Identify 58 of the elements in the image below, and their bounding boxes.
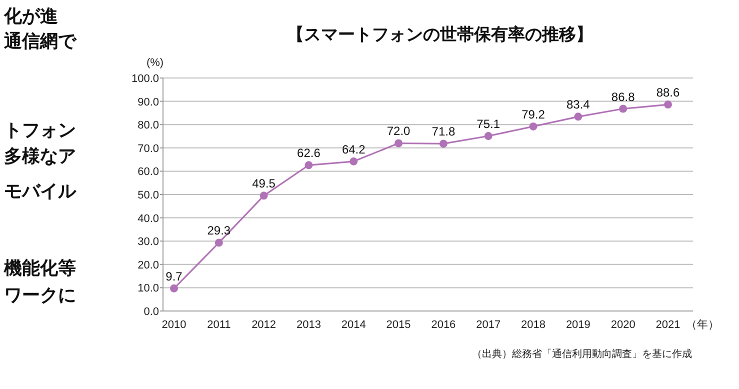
point	[394, 139, 403, 148]
x-tick-label: 2021	[656, 319, 680, 331]
y-axis-title: (%)	[146, 57, 164, 69]
point	[574, 112, 582, 121]
text: 化が進	[3, 6, 58, 26]
text: 多様なア	[4, 146, 76, 166]
x-tick-label: 2020	[610, 319, 636, 331]
text: 通信網で	[3, 31, 77, 51]
point	[664, 100, 672, 109]
text: トフォン	[4, 120, 76, 140]
y-tick-label: 100.0	[131, 73, 159, 85]
data-label: 86.8	[611, 90, 636, 104]
x-tick-label: 2010	[162, 319, 186, 331]
y-tick-label: 30.0	[138, 236, 159, 248]
text: モバイル	[4, 181, 77, 201]
x-tick-label: 2014	[341, 319, 366, 331]
y-tick-label: 40.0	[138, 212, 159, 225]
y-tick-label: 0.0	[144, 306, 159, 318]
point	[170, 284, 178, 292]
point	[350, 157, 358, 166]
data-label: 88.6	[656, 86, 680, 100]
chart-title: 【スマートフォンの世帯保有率の推移】	[287, 25, 593, 44]
point	[484, 132, 492, 140]
data-label: 79.2	[522, 107, 546, 122]
point	[304, 161, 313, 170]
x-axis-title: （年）	[686, 319, 719, 331]
y-tick-label: 60.0	[138, 166, 159, 178]
y-tick-label: 50.0	[138, 190, 159, 202]
text: 機能化等	[3, 258, 76, 278]
point	[619, 104, 628, 113]
point	[260, 192, 268, 200]
x-tick-label: 2016	[431, 319, 456, 331]
x-tick-label: 2018	[521, 319, 546, 331]
x-tick-label: 2017	[476, 319, 501, 331]
x-tick-label: 2012	[252, 319, 276, 331]
data-label: 71.8	[432, 124, 456, 139]
x-tick-label: 2013	[296, 319, 321, 331]
point	[214, 238, 223, 247]
data-label: 75.1	[476, 117, 500, 132]
x-tick-label: 2011	[207, 319, 231, 331]
data-label: 83.4	[566, 98, 590, 112]
data-label: 62.6	[297, 146, 321, 160]
data-label: 64.2	[342, 142, 366, 156]
text: （出典）総務省「通信利用動向調査」を基に作成	[472, 348, 692, 360]
y-tick-label: 10.0	[138, 282, 159, 295]
x-tick-label: 2019	[566, 319, 590, 331]
y-tick-label: 20.0	[138, 259, 159, 272]
x-tick-label: 2015	[386, 319, 411, 331]
data-label: 49.5	[252, 176, 276, 191]
data-label: 9.7	[166, 269, 183, 284]
text: ワークに	[4, 285, 76, 305]
y-tick-label: 90.0	[138, 96, 159, 108]
y-tick-label: 80.0	[138, 120, 159, 132]
y-tick-label: 70.0	[138, 142, 159, 155]
point	[439, 140, 448, 148]
data-label: 72.0	[386, 124, 411, 138]
data-label: 29.3	[207, 224, 231, 238]
point	[529, 122, 538, 130]
